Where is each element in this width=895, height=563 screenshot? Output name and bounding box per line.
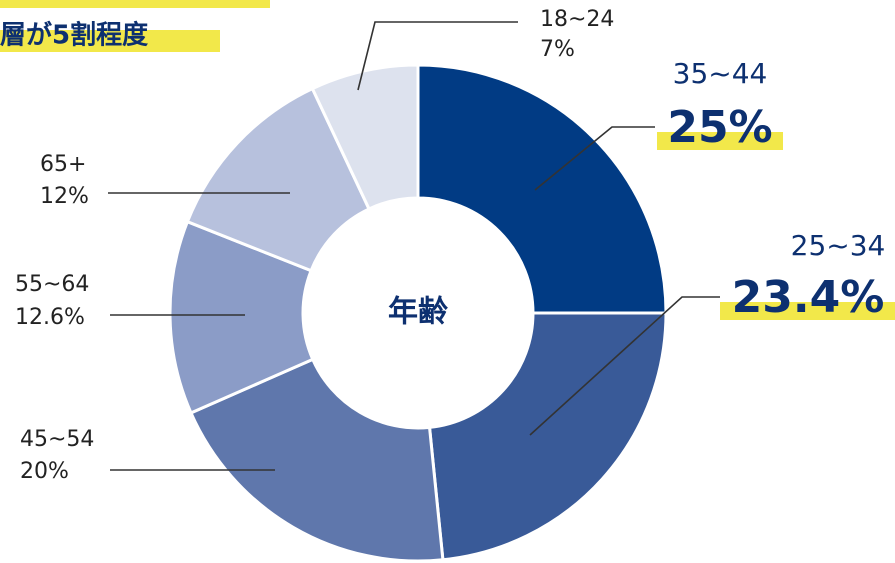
category-label: 18~24 <box>540 7 614 32</box>
center-label: 年齢 <box>388 295 448 330</box>
donut-slice <box>189 357 445 563</box>
value-label: 12% <box>40 184 89 209</box>
chart-title: 層が5割程度 <box>0 20 148 51</box>
title-highlight <box>0 0 270 8</box>
value-label: 23.4% <box>732 272 885 323</box>
donut-slice <box>185 86 372 273</box>
value-label: 20% <box>20 459 69 484</box>
donut-slice <box>427 311 668 562</box>
value-label: 7% <box>540 37 575 62</box>
leader-line <box>357 21 518 91</box>
donut-slice <box>310 63 420 211</box>
category-label: 45~54 <box>20 427 94 452</box>
value-label: 25% <box>667 102 772 153</box>
category-label: 65+ <box>40 152 86 177</box>
leader-line <box>529 296 720 436</box>
value-label: 12.6% <box>15 305 85 330</box>
category-label: 35~44 <box>673 57 768 90</box>
leader-line <box>534 126 655 191</box>
category-label: 25~34 <box>791 229 886 262</box>
donut-slice <box>416 63 668 315</box>
value-highlight <box>720 302 895 320</box>
title-highlight <box>0 30 220 52</box>
value-highlight <box>657 132 783 150</box>
category-label: 55~64 <box>15 272 89 297</box>
